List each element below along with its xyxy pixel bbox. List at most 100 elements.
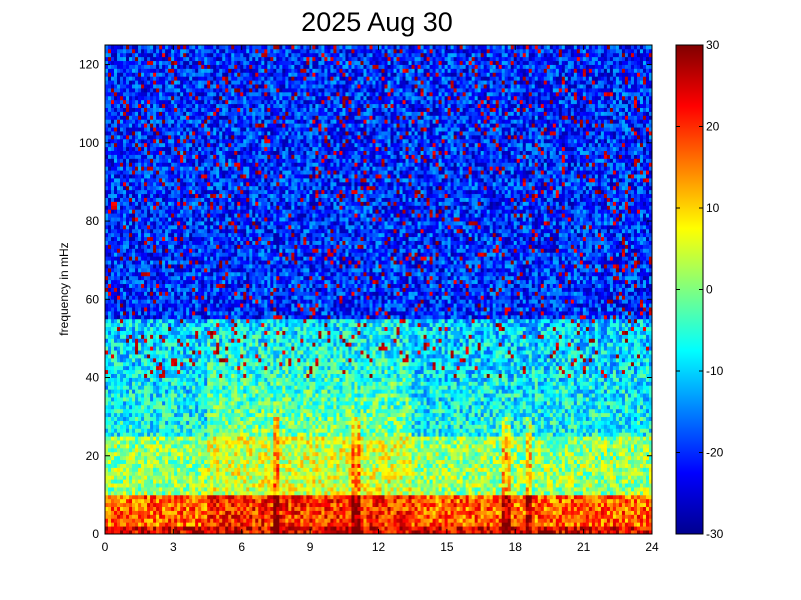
heatmap-cell [189, 76, 193, 81]
heatmap-cell [204, 498, 208, 504]
heatmap-cell [105, 209, 109, 214]
heatmap-cell [153, 475, 157, 480]
heatmap-cell [189, 228, 193, 234]
heatmap-cell [192, 514, 196, 519]
heatmap-cell [186, 350, 190, 355]
heatmap-cell [129, 436, 133, 441]
heatmap-cell [153, 236, 157, 241]
heatmap-cell [171, 311, 175, 316]
heatmap-cell [150, 455, 154, 461]
heatmap-cell [162, 95, 166, 101]
heatmap-cell [213, 424, 217, 429]
heatmap-cell [126, 510, 130, 515]
heatmap-cell [189, 389, 193, 394]
heatmap-cell [180, 279, 184, 285]
heatmap-cell [177, 381, 181, 386]
heatmap-cell [114, 131, 118, 136]
heatmap-cell [201, 369, 205, 375]
heatmap-cell [105, 440, 109, 445]
heatmap-cell [195, 260, 199, 265]
heatmap-cell [123, 498, 127, 504]
heatmap-cell [192, 322, 196, 328]
heatmap-cell [198, 357, 202, 363]
heatmap-cell [186, 342, 190, 347]
heatmap-cell [126, 205, 130, 210]
heatmap-cell [150, 189, 154, 195]
heatmap-cell [156, 64, 160, 69]
heatmap-cell [105, 494, 109, 500]
heatmap-cell [141, 146, 145, 152]
heatmap-cell [171, 271, 175, 277]
heatmap-cell [138, 518, 142, 523]
heatmap-cell [189, 127, 193, 132]
heatmap-cell [192, 318, 196, 324]
heatmap-cell [117, 236, 121, 241]
heatmap-cell [138, 142, 142, 148]
heatmap-cell [207, 381, 211, 386]
heatmap-cell [144, 424, 148, 429]
heatmap-cell [198, 275, 202, 281]
heatmap-cell [216, 346, 220, 351]
heatmap-cell [171, 444, 175, 449]
heatmap-cell [216, 209, 220, 214]
heatmap-cell [156, 412, 160, 418]
heatmap-cell [153, 64, 157, 69]
heatmap-cell [129, 205, 133, 210]
heatmap-cell [153, 119, 157, 124]
heatmap-cell [219, 103, 223, 108]
heatmap-cell [168, 181, 172, 187]
heatmap-cell [153, 127, 157, 132]
heatmap-cell [168, 487, 172, 492]
heatmap-cell [156, 209, 160, 214]
heatmap-cell [186, 267, 190, 273]
heatmap-cell [198, 334, 202, 339]
heatmap-cell [135, 56, 139, 62]
heatmap-cell [168, 64, 172, 69]
heatmap-cell [171, 432, 175, 437]
heatmap-cell [114, 150, 118, 155]
heatmap-cell [159, 369, 163, 375]
heatmap-cell [153, 314, 157, 320]
heatmap-cell [195, 526, 199, 531]
heatmap-cell [177, 506, 181, 511]
heatmap-cell [198, 299, 202, 304]
heatmap-cell [192, 127, 196, 132]
heatmap-cell [219, 150, 223, 155]
heatmap-cell [147, 150, 151, 155]
heatmap-cell [117, 451, 121, 457]
heatmap-cell [114, 201, 118, 206]
heatmap-cell [183, 475, 187, 480]
heatmap-cell [129, 475, 133, 480]
heatmap-cell [123, 88, 127, 93]
heatmap-cell [135, 354, 139, 359]
heatmap-cell [192, 483, 196, 488]
heatmap-cell [123, 338, 127, 343]
heatmap-cell [153, 530, 157, 535]
heatmap-cell [138, 217, 142, 222]
heatmap-cell [177, 201, 181, 206]
heatmap-cell [195, 48, 199, 54]
heatmap-cell [108, 498, 112, 504]
heatmap-cell [135, 350, 139, 355]
heatmap-cell [123, 193, 127, 198]
heatmap-cell [207, 174, 211, 179]
heatmap-cell [159, 162, 163, 167]
heatmap-cell [144, 209, 148, 214]
heatmap-cell [180, 88, 184, 93]
heatmap-cell [219, 483, 223, 488]
heatmap-cell [147, 498, 151, 504]
heatmap-cell [111, 267, 115, 273]
heatmap-cell [162, 115, 166, 120]
heatmap-cell [105, 134, 109, 140]
heatmap-cell [180, 444, 184, 449]
heatmap-cell [222, 498, 226, 504]
heatmap-cell [207, 166, 211, 171]
heatmap-cell [219, 181, 223, 187]
heatmap-cell [222, 381, 226, 386]
heatmap-cell [132, 373, 136, 378]
heatmap-cell [186, 213, 190, 218]
heatmap-cell [129, 88, 133, 93]
heatmap-cell [183, 228, 187, 234]
heatmap-cell [192, 193, 196, 198]
heatmap-cell [207, 127, 211, 132]
